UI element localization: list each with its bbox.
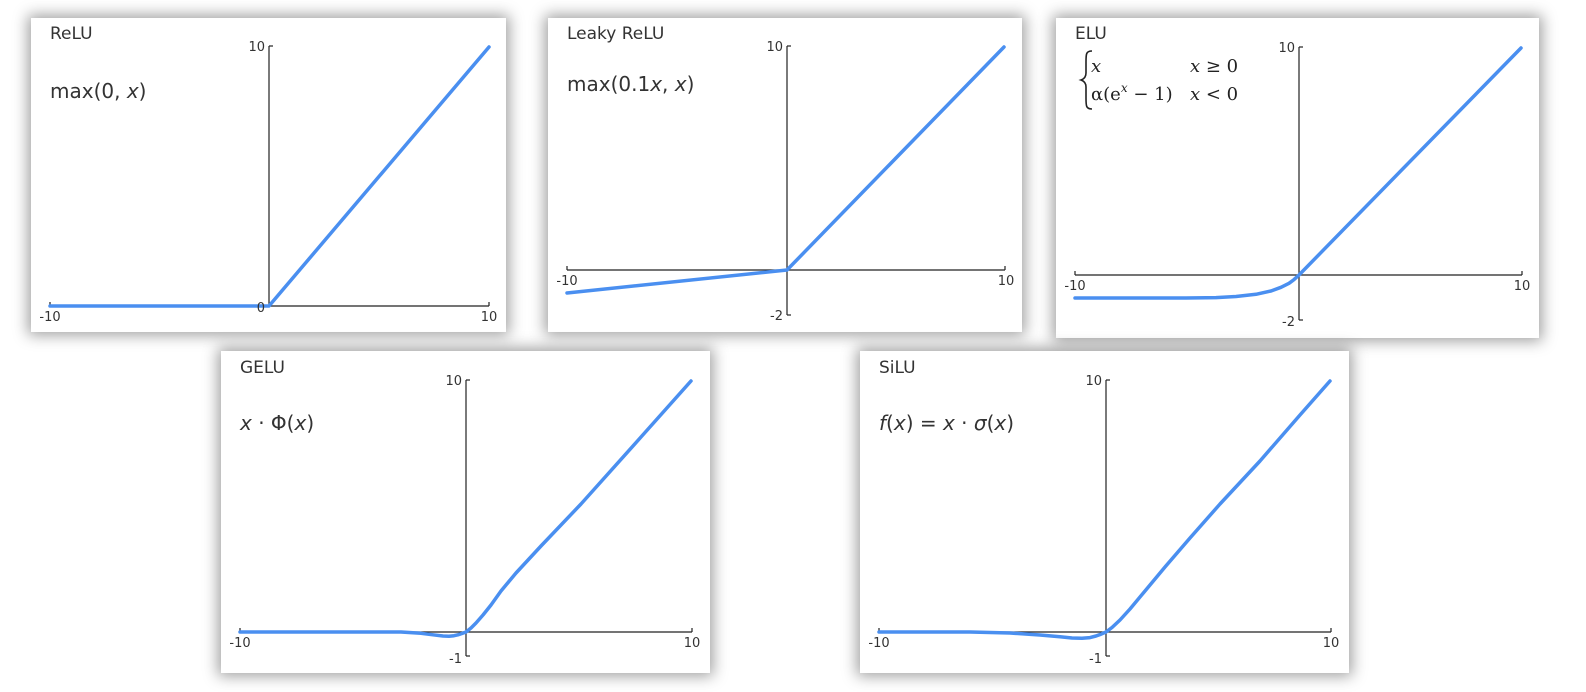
gelu-formula: x · Φ(x) — [239, 411, 314, 435]
silu-curve — [877, 379, 1332, 641]
silu-panel: SiLU f(x) = x · σ(x) -10 10 -1 10 — [860, 351, 1349, 673]
relu-formula: max(0, x) — [50, 79, 146, 103]
silu-y-max-label: 10 — [1085, 374, 1102, 389]
leaky-relu-curve — [565, 45, 1006, 295]
gelu-y-max-label: 10 — [445, 374, 462, 389]
gelu-chart: GELU x · Φ(x) -10 10 -1 10 — [229, 358, 701, 667]
relu-x-max-label: 10 — [481, 310, 498, 325]
elu-x-max-label: 10 — [1514, 279, 1531, 294]
gelu-curve — [238, 379, 693, 638]
elu-chart: ELU x x ≥ 0 α(ex − 1) x < 0 -10 10 -2 10 — [1064, 24, 1531, 330]
silu-x-max-label: 10 — [1323, 636, 1340, 651]
elu-panel: ELU x x ≥ 0 α(ex − 1) x < 0 -10 10 -2 10 — [1056, 18, 1539, 338]
relu-y-max-label: 10 — [248, 40, 265, 55]
leaky-relu-chart: Leaky ReLU max(0.1x, x) -10 10 -2 10 — [556, 24, 1015, 324]
gelu-x-min-label: -10 — [229, 636, 250, 651]
elu-title: ELU — [1075, 24, 1107, 44]
leaky-relu-y-max-label: 10 — [766, 40, 783, 55]
gelu-y-min-label: -1 — [449, 652, 462, 667]
elu-x-min-label: -10 — [1064, 279, 1085, 294]
relu-y-min-label: 0 — [257, 301, 265, 316]
relu-chart: ReLU max(0, x) -10 10 0 10 — [39, 24, 498, 325]
leaky-relu-formula: max(0.1x, x) — [567, 72, 694, 96]
elu-case2-value: α(ex − 1) — [1091, 81, 1173, 105]
elu-case2-condition: x < 0 — [1190, 84, 1238, 105]
relu-curve — [48, 45, 491, 308]
elu-y-max-label: 10 — [1278, 41, 1295, 56]
leaky-relu-panel: Leaky ReLU max(0.1x, x) -10 10 -2 10 — [548, 18, 1022, 332]
silu-formula: f(x) = x · σ(x) — [879, 411, 1014, 435]
elu-case1-value: x — [1091, 56, 1101, 77]
leaky-relu-y-min-label: -2 — [770, 309, 783, 324]
elu-curve — [1073, 46, 1523, 300]
relu-title: ReLU — [50, 24, 93, 44]
elu-formula: x x ≥ 0 α(ex − 1) x < 0 — [1078, 50, 1238, 110]
elu-case1-condition: x ≥ 0 — [1190, 56, 1238, 77]
relu-x-min-label: -10 — [39, 310, 60, 325]
elu-y-min-label: -2 — [1282, 315, 1295, 330]
gelu-x-max-label: 10 — [684, 636, 701, 651]
silu-chart: SiLU f(x) = x · σ(x) -10 10 -1 10 — [868, 358, 1340, 667]
relu-panel: ReLU max(0, x) -10 10 0 10 — [31, 18, 506, 332]
elu-brace-icon — [1078, 50, 1093, 110]
leaky-relu-x-max-label: 10 — [998, 274, 1015, 289]
silu-x-min-label: -10 — [868, 636, 889, 651]
gelu-title: GELU — [240, 358, 285, 378]
leaky-relu-title: Leaky ReLU — [567, 24, 664, 44]
silu-y-min-label: -1 — [1089, 652, 1102, 667]
leaky-relu-x-min-label: -10 — [556, 274, 577, 289]
gelu-panel: GELU x · Φ(x) -10 10 -1 10 — [221, 351, 710, 673]
silu-title: SiLU — [879, 358, 916, 378]
